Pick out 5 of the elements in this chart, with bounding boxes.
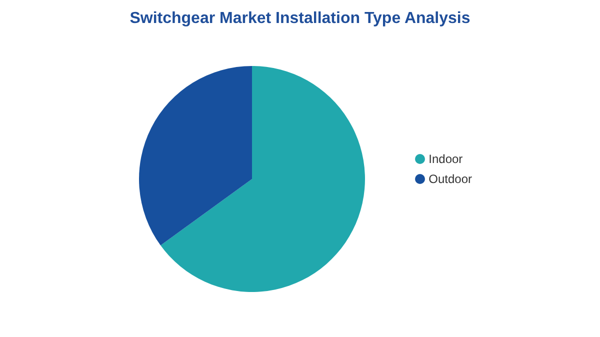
- pie-slice: [160, 66, 365, 292]
- legend-label: Outdoor: [428, 172, 472, 186]
- pie-slice: [139, 66, 252, 246]
- chart-title: Switchgear Market Installation Type Analysis: [128, 10, 472, 28]
- legend-label: Indoor: [428, 152, 463, 166]
